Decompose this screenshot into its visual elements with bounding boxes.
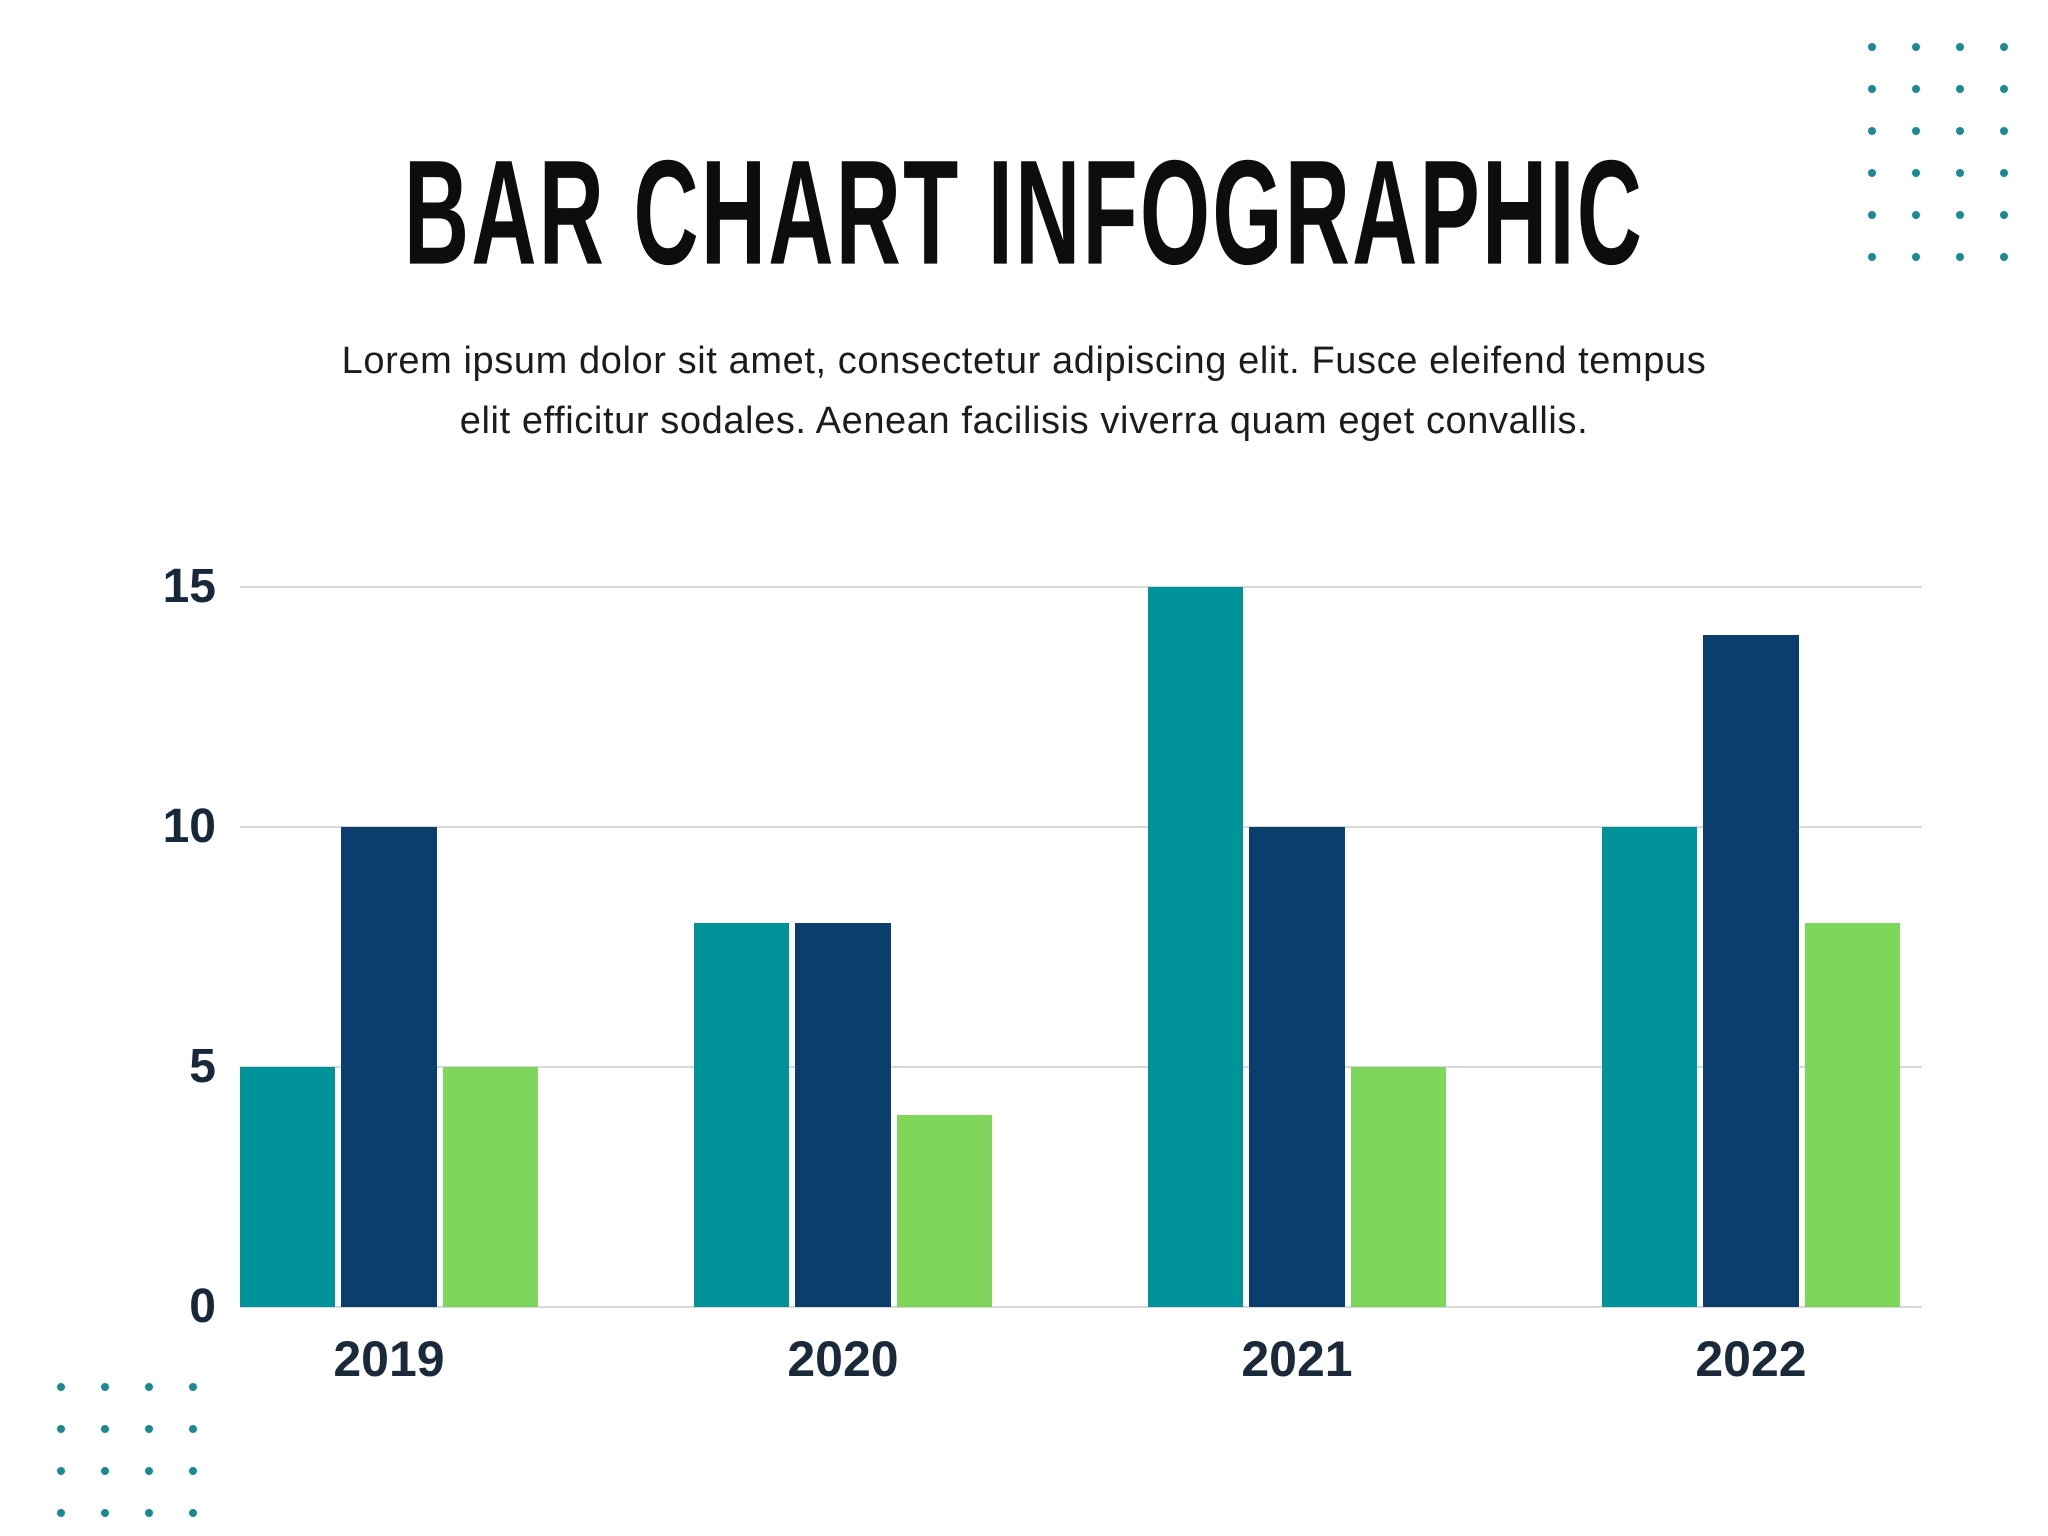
bar-group-2019 — [240, 587, 538, 1307]
subtitle-line-1: Lorem ipsum dolor sit amet, consectetur … — [341, 340, 1707, 382]
page-subtitle: Lorem ipsum dolor sit amet, consectetur … — [0, 331, 2048, 451]
bar-2021-teal — [1148, 587, 1244, 1307]
dot — [1956, 253, 1964, 261]
y-axis-labels: 15 10 5 0 — [118, 563, 216, 1331]
dot — [1912, 127, 1920, 135]
bar-group-2022 — [1602, 587, 1900, 1307]
gridline-y-10 — [240, 826, 1922, 828]
bar-chart-plot-area — [240, 586, 1922, 1308]
dot — [101, 1383, 109, 1391]
dot — [189, 1425, 197, 1433]
dot — [145, 1425, 153, 1433]
bar-2021-navy — [1249, 827, 1345, 1307]
bar-2021-green — [1350, 1067, 1446, 1307]
bar-2022-green — [1804, 923, 1900, 1307]
dot — [189, 1509, 197, 1517]
gridline-y-15 — [240, 586, 1922, 588]
dot — [189, 1383, 197, 1391]
dot — [2000, 211, 2008, 219]
dot — [57, 1383, 65, 1391]
page-title-wrap: BAR CHART INFOGRAPHIC — [0, 138, 2048, 287]
bar-2022-navy — [1703, 635, 1799, 1307]
bar-group-2021 — [1148, 587, 1446, 1307]
dot — [1912, 211, 1920, 219]
gridline-y-5 — [240, 1066, 1922, 1068]
dots-pattern-bottom-left — [57, 1383, 197, 1517]
dot — [145, 1509, 153, 1517]
dot — [1956, 43, 1964, 51]
dot — [57, 1467, 65, 1475]
dot — [1868, 85, 1876, 93]
dot — [145, 1383, 153, 1391]
gridline-y-0 — [240, 1306, 1922, 1308]
dot — [2000, 169, 2008, 177]
dot — [101, 1509, 109, 1517]
dot — [1956, 127, 1964, 135]
x-axis-labels: 2019 2020 2021 2022 — [240, 1329, 1922, 1389]
subtitle-line-2: elit efficitur sodales. Aenean facilisis… — [459, 400, 1589, 442]
y-tick-label-0: 0 — [189, 1280, 216, 1333]
dot — [57, 1425, 65, 1433]
dot — [145, 1467, 153, 1475]
bar-2020-navy — [795, 923, 891, 1307]
bar-2020-green — [896, 1115, 992, 1307]
dot — [57, 1509, 65, 1517]
bar-2019-teal — [240, 1067, 336, 1307]
x-tick-label-2021: 2021 — [1241, 1331, 1353, 1387]
dot — [101, 1425, 109, 1433]
dot — [1912, 169, 1920, 177]
dot — [1956, 169, 1964, 177]
x-tick-label-2020: 2020 — [787, 1331, 899, 1387]
x-tick-label-2022: 2022 — [1695, 1331, 1807, 1387]
dot — [1868, 211, 1876, 219]
y-tick-label-15: 15 — [162, 560, 216, 613]
dot — [2000, 43, 2008, 51]
dot — [189, 1467, 197, 1475]
dot — [1912, 85, 1920, 93]
dot — [1912, 43, 1920, 51]
dot — [2000, 85, 2008, 93]
dot — [1868, 169, 1876, 177]
dots-pattern-top-right — [1868, 43, 2008, 261]
y-tick-label-10: 10 — [162, 800, 216, 853]
bar-2019-navy — [341, 827, 437, 1307]
page-title: BAR CHART INFOGRAPHIC — [403, 129, 1645, 296]
dot — [1956, 85, 1964, 93]
dot — [1868, 253, 1876, 261]
bar-2022-teal — [1602, 827, 1698, 1307]
bar-2019-green — [442, 1067, 538, 1307]
bar-2020-teal — [694, 923, 790, 1307]
dot — [1868, 43, 1876, 51]
x-tick-label-2019: 2019 — [333, 1331, 445, 1387]
bar-group-2020 — [694, 587, 992, 1307]
dot — [101, 1467, 109, 1475]
dot — [1956, 211, 1964, 219]
dot — [2000, 253, 2008, 261]
dot — [1912, 253, 1920, 261]
dot — [2000, 127, 2008, 135]
dot — [1868, 127, 1876, 135]
y-tick-label-5: 5 — [189, 1040, 216, 1093]
